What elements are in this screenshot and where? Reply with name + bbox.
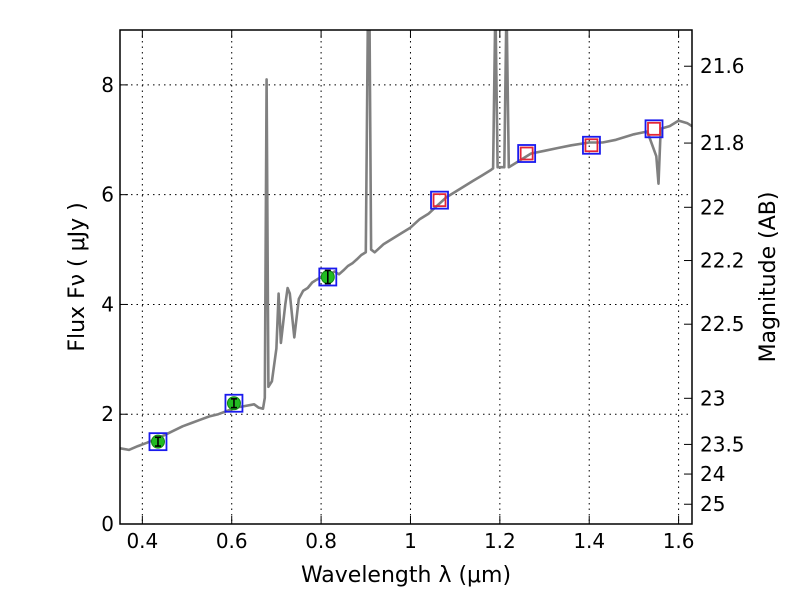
right-tick-label: 22.2 [700, 249, 745, 273]
y-tick-label: 8 [101, 73, 114, 97]
x-tick-label: 1 [404, 529, 417, 553]
right-tick-label: 21.6 [700, 54, 745, 78]
y-tick-label: 2 [101, 402, 114, 426]
y-tick-label: 0 [101, 512, 114, 536]
grid-lines [120, 30, 692, 524]
right-tick-label: 23.5 [700, 432, 745, 456]
predicted-marker [584, 138, 599, 153]
plot-frame [119, 29, 693, 525]
predicted-marker [432, 193, 447, 208]
x-tick-label: 1.4 [573, 529, 605, 553]
y-tick-label: 4 [101, 292, 114, 316]
model-photometry-marker [148, 432, 168, 452]
y-tick-label: 6 [101, 183, 114, 207]
model-photometry-marker [582, 135, 601, 155]
predicted-marker [647, 121, 661, 136]
right-tick-label: 23 [700, 386, 725, 410]
x-tick-label: 0.4 [126, 529, 158, 553]
axes: 0.4 0.6 0.8 1 1.2 1.4 1.60246821.621.82222.222… [101, 30, 745, 553]
model-photometry-marker [644, 119, 664, 139]
predicted-marker [519, 146, 534, 161]
model-photometry-marker [430, 190, 449, 210]
right-tick-label: 24 [700, 462, 725, 486]
model-photometry-marker [517, 144, 537, 163]
model-photometry-marker [318, 267, 338, 287]
x-tick-label: 1.2 [484, 529, 516, 553]
y-axis-label-left: Flux Fν ( μJy ) [65, 202, 90, 351]
y-axis-label-right: Magnitude (AB) [756, 192, 781, 363]
right-tick-label: 22 [700, 195, 725, 219]
plot-area [120, 30, 692, 452]
x-tick-label: 0.6 [216, 529, 248, 553]
right-tick-label: 21.8 [700, 131, 745, 155]
model-photometry-marker [224, 393, 244, 413]
x-tick-label: 1.6 [663, 529, 695, 553]
right-tick-label: 25 [700, 492, 725, 516]
spectrum-line [120, 30, 692, 452]
x-axis-label: Wavelength λ (μm) [301, 563, 511, 588]
right-tick-label: 22.5 [700, 312, 745, 336]
x-tick-label: 0.8 [305, 529, 337, 553]
